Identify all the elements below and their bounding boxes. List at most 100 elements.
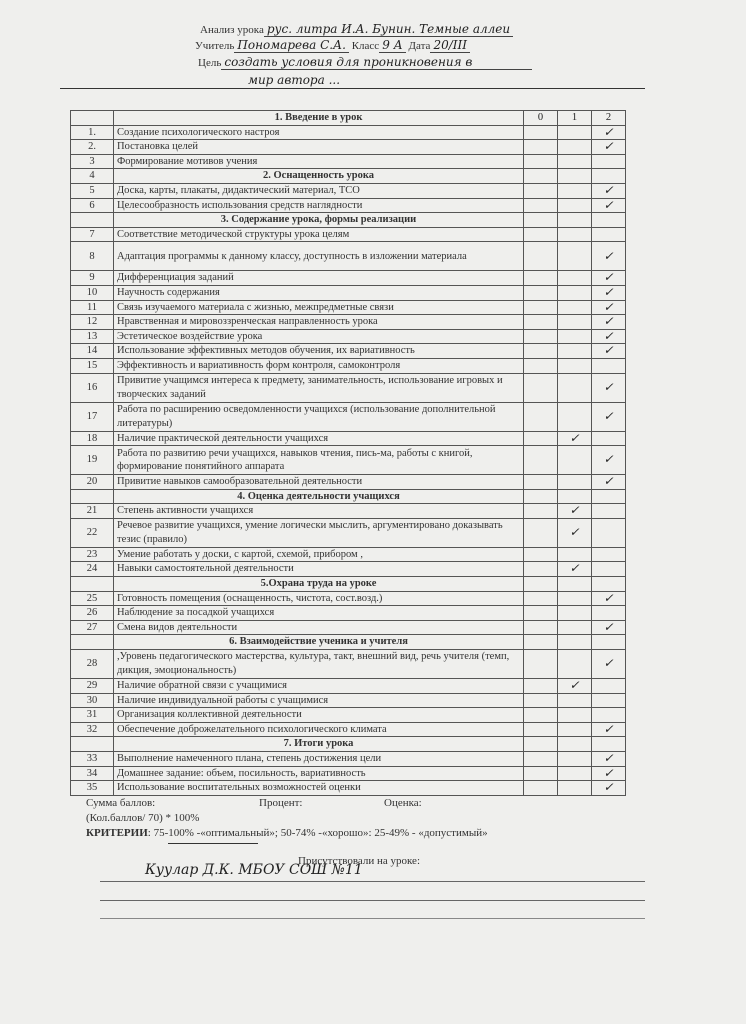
score-cell-2[interactable] — [591, 488, 626, 505]
score-cell-0[interactable] — [523, 503, 558, 519]
score-cell-1[interactable] — [557, 168, 592, 184]
score-cell-2[interactable]: ✓ — [591, 721, 626, 738]
score-cell-0[interactable] — [523, 765, 558, 782]
score-cell-0[interactable] — [523, 561, 558, 578]
score-cell-0[interactable] — [523, 124, 558, 141]
score-cell-2[interactable] — [591, 153, 626, 170]
score-cell-2[interactable]: ✓ — [591, 372, 626, 403]
score-cell-1[interactable] — [557, 445, 592, 476]
score-cell-1[interactable] — [557, 357, 592, 374]
score-cell-1[interactable] — [557, 765, 592, 782]
score-cell-0[interactable] — [523, 590, 558, 607]
score-cell-2[interactable] — [591, 707, 626, 723]
score-cell-0[interactable] — [523, 605, 558, 621]
score-cell-1[interactable] — [557, 212, 592, 228]
score-cell-2[interactable]: ✓ — [591, 780, 626, 796]
score-cell-2[interactable]: ✓ — [591, 299, 626, 316]
score-cell-0[interactable] — [523, 576, 558, 592]
score-cell-0[interactable] — [523, 139, 558, 155]
score-cell-2[interactable]: ✓ — [591, 182, 626, 199]
score-cell-1[interactable]: ✓ — [557, 517, 592, 548]
score-cell-0[interactable] — [523, 168, 558, 184]
score-cell-0[interactable] — [523, 780, 558, 796]
score-cell-0[interactable] — [523, 197, 558, 214]
score-cell-2[interactable]: ✓ — [591, 284, 626, 301]
score-cell-1[interactable]: ✓ — [557, 561, 592, 578]
score-cell-0[interactable] — [523, 445, 558, 476]
score-cell-2[interactable] — [591, 634, 626, 651]
score-cell-1[interactable] — [557, 605, 592, 621]
score-cell-1[interactable] — [557, 328, 592, 345]
score-cell-0[interactable] — [523, 153, 558, 170]
score-cell-2[interactable] — [591, 561, 626, 578]
score-cell-2[interactable] — [591, 168, 626, 184]
score-cell-2[interactable] — [591, 736, 626, 752]
score-cell-0[interactable] — [523, 721, 558, 738]
score-cell-2[interactable]: ✓ — [591, 619, 626, 636]
score-cell-0[interactable] — [523, 182, 558, 199]
score-cell-1[interactable] — [557, 488, 592, 505]
score-cell-1[interactable] — [557, 226, 592, 243]
score-cell-2[interactable] — [591, 546, 626, 563]
score-cell-0[interactable] — [523, 692, 558, 709]
score-cell-1[interactable] — [557, 124, 592, 141]
score-cell-0[interactable] — [523, 212, 558, 228]
score-cell-1[interactable] — [557, 736, 592, 752]
score-cell-2[interactable]: ✓ — [591, 328, 626, 345]
score-cell-2[interactable]: ✓ — [591, 197, 626, 214]
score-cell-2[interactable] — [591, 678, 626, 694]
score-cell-2[interactable]: ✓ — [591, 474, 626, 490]
score-cell-1[interactable] — [557, 139, 592, 155]
score-cell-0[interactable] — [523, 357, 558, 374]
score-cell-0[interactable] — [523, 430, 558, 447]
score-cell-1[interactable]: ✓ — [557, 678, 592, 694]
score-cell-1[interactable] — [557, 780, 592, 796]
score-cell-1[interactable]: ✓ — [557, 430, 592, 447]
score-cell-0[interactable] — [523, 284, 558, 301]
score-cell-1[interactable] — [557, 299, 592, 316]
score-cell-0[interactable] — [523, 488, 558, 505]
score-cell-2[interactable] — [591, 517, 626, 548]
score-cell-0[interactable] — [523, 678, 558, 694]
score-cell-0[interactable] — [523, 343, 558, 359]
score-cell-2[interactable]: ✓ — [591, 343, 626, 359]
score-cell-1[interactable] — [557, 546, 592, 563]
score-cell-2[interactable]: ✓ — [591, 401, 626, 432]
score-cell-1[interactable] — [557, 634, 592, 651]
score-cell-2[interactable] — [591, 226, 626, 243]
score-cell-1[interactable] — [557, 241, 592, 272]
score-cell-0[interactable] — [523, 372, 558, 403]
score-cell-1[interactable] — [557, 649, 592, 680]
score-cell-2[interactable]: ✓ — [591, 649, 626, 680]
score-cell-0[interactable] — [523, 649, 558, 680]
score-cell-2[interactable] — [591, 212, 626, 228]
score-cell-1[interactable] — [557, 474, 592, 490]
score-cell-1[interactable] — [557, 401, 592, 432]
score-cell-2[interactable]: ✓ — [591, 270, 626, 286]
score-cell-2[interactable]: ✓ — [591, 241, 626, 272]
score-cell-2[interactable]: ✓ — [591, 590, 626, 607]
score-cell-1[interactable] — [557, 314, 592, 330]
score-cell-1[interactable] — [557, 576, 592, 592]
score-cell-2[interactable] — [591, 576, 626, 592]
score-cell-1[interactable] — [557, 751, 592, 767]
score-cell-0[interactable] — [523, 226, 558, 243]
score-cell-2[interactable]: ✓ — [591, 139, 626, 155]
score-cell-2[interactable]: ✓ — [591, 314, 626, 330]
score-cell-1[interactable] — [557, 270, 592, 286]
score-cell-2[interactable]: ✓ — [591, 765, 626, 782]
score-cell-1[interactable] — [557, 619, 592, 636]
score-cell-1[interactable] — [557, 284, 592, 301]
score-cell-1[interactable] — [557, 343, 592, 359]
score-cell-2[interactable] — [591, 692, 626, 709]
score-cell-1[interactable] — [557, 372, 592, 403]
score-cell-2[interactable] — [591, 357, 626, 374]
score-cell-0[interactable] — [523, 328, 558, 345]
score-cell-2[interactable] — [591, 605, 626, 621]
score-cell-1[interactable]: ✓ — [557, 503, 592, 519]
score-cell-1[interactable] — [557, 590, 592, 607]
score-cell-1[interactable] — [557, 692, 592, 709]
score-cell-1[interactable] — [557, 707, 592, 723]
score-cell-1[interactable] — [557, 182, 592, 199]
score-cell-2[interactable]: ✓ — [591, 124, 626, 141]
